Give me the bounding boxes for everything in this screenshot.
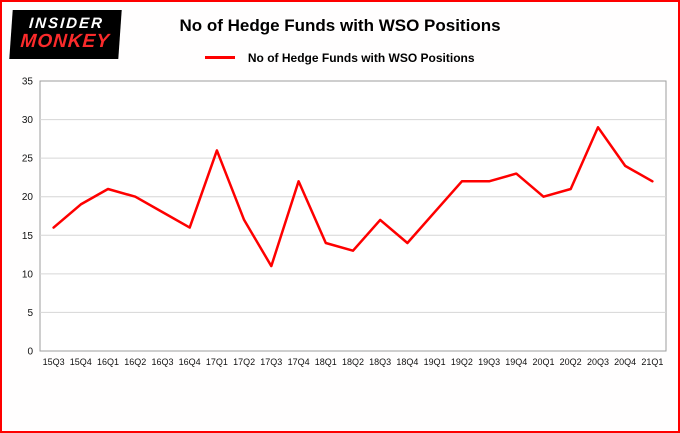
svg-text:20Q3: 20Q3 <box>587 357 609 367</box>
svg-text:18Q2: 18Q2 <box>342 357 364 367</box>
svg-text:15Q3: 15Q3 <box>43 357 65 367</box>
svg-text:17Q2: 17Q2 <box>233 357 255 367</box>
chart-svg: 0 5 10 15 20 25 30 35 15Q3 15Q4 16Q1 16Q2 16Q3 16Q4 17… <box>22 77 667 367</box>
svg-text:18Q4: 18Q4 <box>396 357 418 367</box>
gridlines <box>40 119 666 313</box>
svg-text:25: 25 <box>22 154 34 165</box>
svg-text:20Q2: 20Q2 <box>560 357 582 367</box>
svg-text:21Q1: 21Q1 <box>641 357 663 367</box>
svg-text:19Q4: 19Q4 <box>505 357 527 367</box>
svg-text:30: 30 <box>22 115 34 126</box>
svg-text:17Q1: 17Q1 <box>206 357 228 367</box>
chart-title: No of Hedge Funds with WSO Positions <box>179 16 501 35</box>
svg-text:16Q1: 16Q1 <box>97 357 119 367</box>
legend-line-swatch <box>205 56 236 60</box>
svg-text:17Q4: 17Q4 <box>288 357 310 367</box>
svg-text:10: 10 <box>22 269 34 280</box>
logo-text-monkey: MONKEY <box>19 31 111 53</box>
insider-monkey-logo: INSIDER MONKEY <box>9 10 123 60</box>
svg-text:20Q1: 20Q1 <box>532 357 554 367</box>
svg-text:0: 0 <box>27 347 33 358</box>
legend: No of Hedge Funds with WSO Positions <box>2 49 678 67</box>
svg-text:35: 35 <box>22 77 34 88</box>
svg-text:19Q1: 19Q1 <box>424 357 446 367</box>
x-axis-labels: 15Q3 15Q4 16Q1 16Q2 16Q3 16Q4 17Q1 17Q2 17Q3 17Q4… <box>43 357 664 367</box>
svg-text:15Q4: 15Q4 <box>70 357 92 367</box>
svg-text:16Q4: 16Q4 <box>179 357 201 367</box>
series-line-0 <box>52 126 654 268</box>
svg-text:19Q3: 19Q3 <box>478 357 500 367</box>
svg-text:20: 20 <box>22 192 34 203</box>
svg-text:18Q3: 18Q3 <box>369 357 391 367</box>
svg-text:15: 15 <box>22 231 34 242</box>
svg-text:17Q3: 17Q3 <box>260 357 282 367</box>
svg-text:18Q1: 18Q1 <box>315 357 337 367</box>
legend-label: No of Hedge Funds with WSO Positions <box>247 50 475 65</box>
svg-text:19Q2: 19Q2 <box>451 357 473 367</box>
svg-text:20Q4: 20Q4 <box>614 357 636 367</box>
logo-text-insider: INSIDER <box>28 15 105 32</box>
svg-text:16Q3: 16Q3 <box>151 357 173 367</box>
y-axis-labels: 0 5 10 15 20 25 30 35 <box>22 77 34 358</box>
plot-area <box>39 80 667 352</box>
svg-text:5: 5 <box>27 308 33 319</box>
svg-text:16Q2: 16Q2 <box>124 357 146 367</box>
